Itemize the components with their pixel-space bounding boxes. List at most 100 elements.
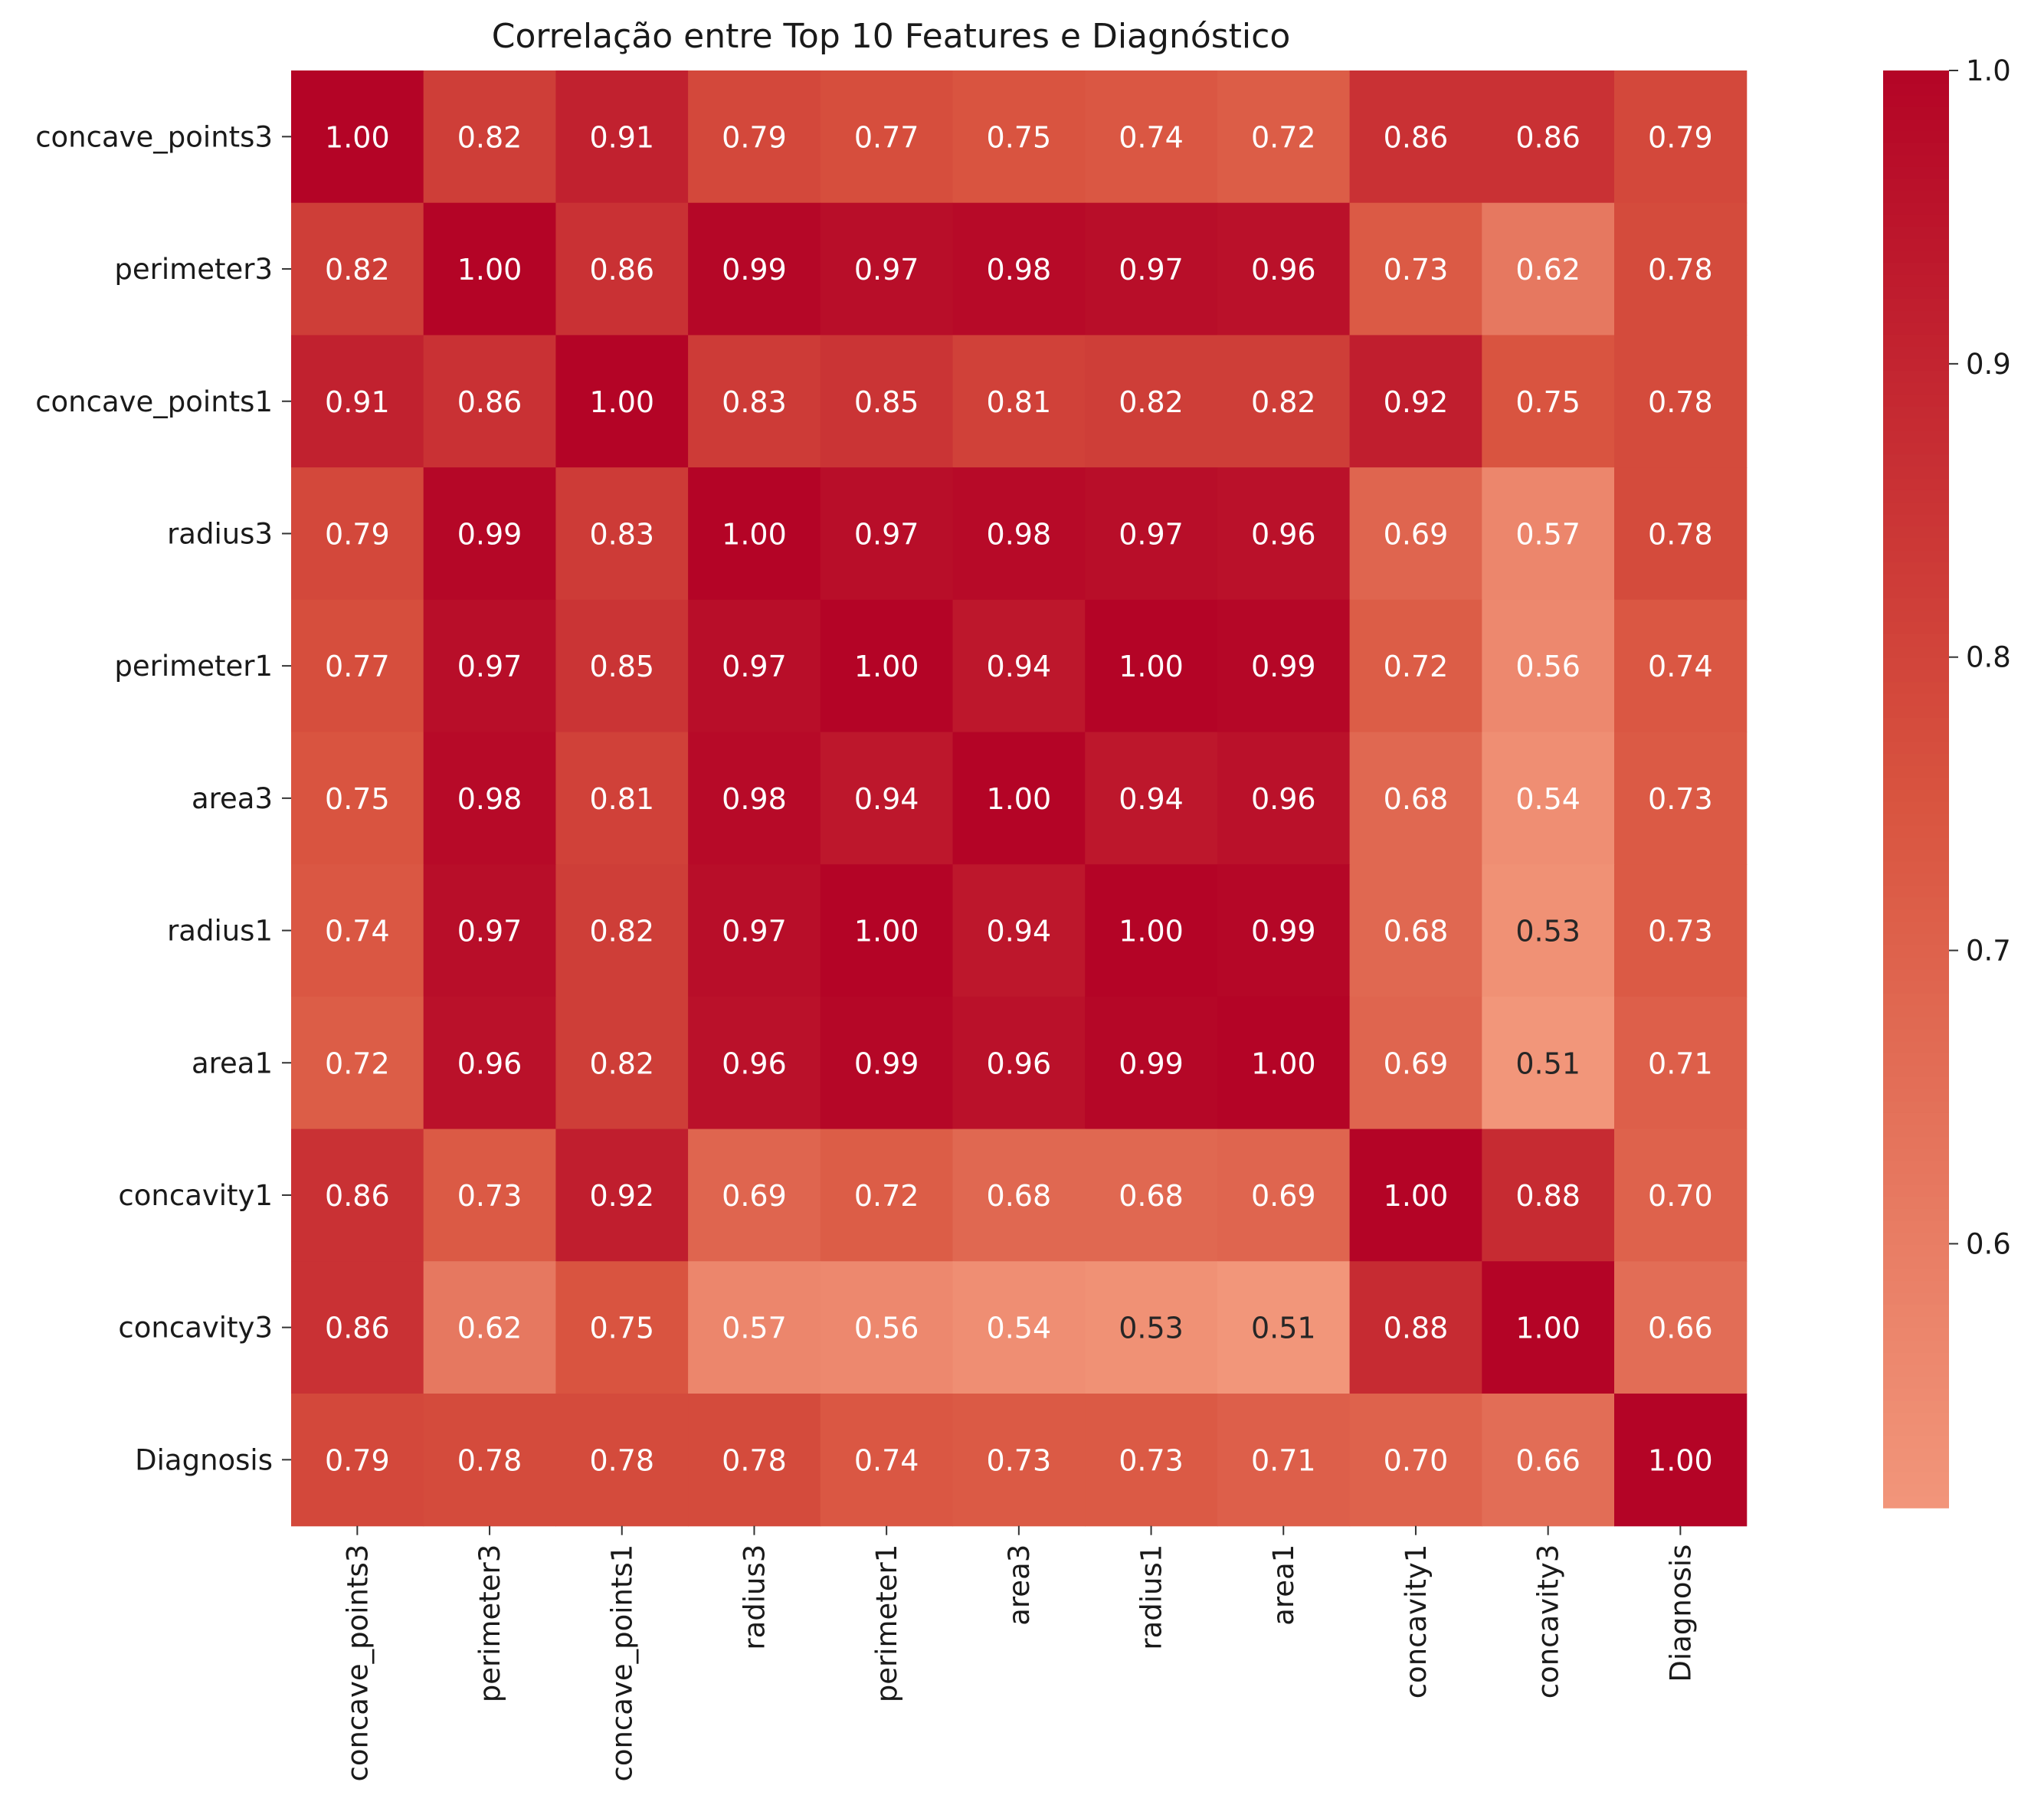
heatmap-cell [820, 70, 954, 204]
colorbar-segment [1883, 154, 1949, 167]
heatmap-cell [291, 732, 424, 865]
colorbar-segment [1883, 885, 1949, 898]
cell-value-label: 0.56 [1515, 650, 1580, 683]
heatmap-cell [423, 202, 556, 336]
heatmap-cell [291, 864, 424, 997]
heatmap-cell [423, 467, 556, 601]
heatmap-cell [952, 335, 1086, 468]
heatmap-cell [952, 1394, 1086, 1527]
colorbar-segment [1883, 526, 1949, 539]
heatmap-cell [820, 996, 954, 1130]
colorbar-segment [1883, 561, 1949, 575]
cell-value-label: 0.98 [457, 782, 522, 816]
heatmap-cell [1085, 467, 1218, 601]
heatmap-cell [1614, 335, 1748, 468]
cell-value-label: 0.99 [457, 517, 522, 551]
heatmap-cell [1482, 599, 1615, 733]
colorbar-segment [1883, 430, 1949, 443]
heatmap-cell [1614, 70, 1748, 204]
heatmap-cell [1482, 1261, 1615, 1394]
cell-value-label: 0.91 [589, 120, 654, 154]
cell-value-label: 1.00 [854, 650, 919, 683]
colorbar-segment [1883, 537, 1949, 551]
cell-value-label: 0.86 [325, 1312, 390, 1345]
colorbar-segment [1883, 1304, 1949, 1317]
colorbar-segment [1883, 310, 1949, 323]
colorbar-segment [1883, 418, 1949, 431]
cell-value-label: 1.00 [1119, 650, 1184, 683]
colorbar-segment [1883, 705, 1949, 718]
cell-value-label: 0.78 [457, 1443, 522, 1477]
colorbar-segment [1883, 274, 1949, 287]
cell-value-label: 0.96 [722, 1047, 787, 1080]
cell-value-label: 0.97 [854, 517, 919, 551]
colorbar-segment [1883, 1184, 1949, 1197]
x-tick-label: concavity3 [1532, 1544, 1565, 1699]
cell-value-label: 0.69 [722, 1179, 787, 1213]
colorbar-segment [1883, 1376, 1949, 1389]
heatmap-cell [291, 1128, 424, 1262]
cell-value-label: 0.72 [325, 1047, 390, 1080]
cell-value-label: 0.72 [1251, 120, 1316, 154]
colorbar-segment [1883, 226, 1949, 239]
cell-value-label: 1.00 [325, 120, 390, 154]
heatmap-cell [555, 996, 689, 1130]
cell-value-label: 1.00 [1251, 1047, 1316, 1080]
cell-value-label: 0.92 [589, 1179, 654, 1213]
heatmap-cell [1217, 202, 1351, 336]
x-tick-label: area3 [1003, 1544, 1036, 1626]
colorbar-segment [1883, 1232, 1949, 1245]
heatmap-cell [1482, 732, 1615, 865]
colorbar-segment [1883, 729, 1949, 742]
heatmap-cell [1349, 996, 1482, 1130]
heatmap-cell [291, 70, 424, 204]
x-tick-label: concavity1 [1400, 1544, 1433, 1699]
heatmap-cell [952, 1128, 1086, 1262]
x-tick-label: perimeter1 [870, 1544, 903, 1703]
colorbar-segment [1883, 753, 1949, 766]
colorbar-segment [1883, 454, 1949, 467]
cell-value-label: 0.51 [1251, 1312, 1316, 1345]
heatmap-cell [555, 1128, 689, 1262]
cell-value-label: 0.78 [1648, 253, 1713, 287]
cell-value-label: 0.73 [1648, 915, 1713, 948]
heatmap-cell [555, 202, 689, 336]
y-tick-label: area3 [192, 782, 273, 815]
colorbar-segment [1883, 1279, 1949, 1293]
colorbar-segment [1883, 1328, 1949, 1341]
heatmap-cell [688, 1261, 821, 1394]
cell-value-label: 0.79 [325, 1443, 390, 1477]
cell-value-label: 0.75 [589, 1312, 654, 1345]
cell-value-label: 0.56 [854, 1312, 919, 1345]
colorbar-segment [1883, 813, 1949, 826]
x-axis: concave_points3 perimeter3 concave_points1… [341, 1525, 1697, 1781]
heatmap-cell [1482, 864, 1615, 997]
heatmap-cell [688, 335, 821, 468]
heatmap-cell [1217, 467, 1351, 601]
heatmap-cell [1085, 1261, 1218, 1394]
cell-value-label: 0.97 [457, 650, 522, 683]
heatmap-cell [952, 732, 1086, 865]
cell-value-label: 0.82 [457, 120, 522, 154]
cell-value-label: 0.94 [987, 650, 1052, 683]
colorbar-segment [1883, 1256, 1949, 1269]
colorbar-segment [1883, 777, 1949, 790]
cell-value-label: 0.72 [1384, 650, 1449, 683]
cell-value-label: 0.70 [1384, 1443, 1449, 1477]
colorbar-segment [1883, 1292, 1949, 1305]
heatmap-cell [1349, 599, 1482, 733]
colorbar-segment [1883, 609, 1949, 622]
colorbar: 0.6 0.7 0.8 0.9 1.0 [1883, 54, 2011, 1508]
cell-value-label: 0.91 [325, 385, 390, 419]
cell-value-label: 1.00 [722, 517, 787, 551]
cell-value-label: 0.96 [987, 1047, 1052, 1080]
cell-value-label: 1.00 [1648, 1443, 1713, 1477]
colorbar-segment [1883, 992, 1949, 1006]
cell-value-label: 0.94 [1119, 782, 1184, 816]
heatmap-cell [555, 467, 689, 601]
cell-value-label: 0.86 [589, 253, 654, 287]
heatmap-cell [1614, 599, 1748, 733]
heatmap-cell [1085, 70, 1218, 204]
cell-value-label: 0.68 [1119, 1179, 1184, 1213]
x-tick-label: radius1 [1135, 1544, 1168, 1650]
